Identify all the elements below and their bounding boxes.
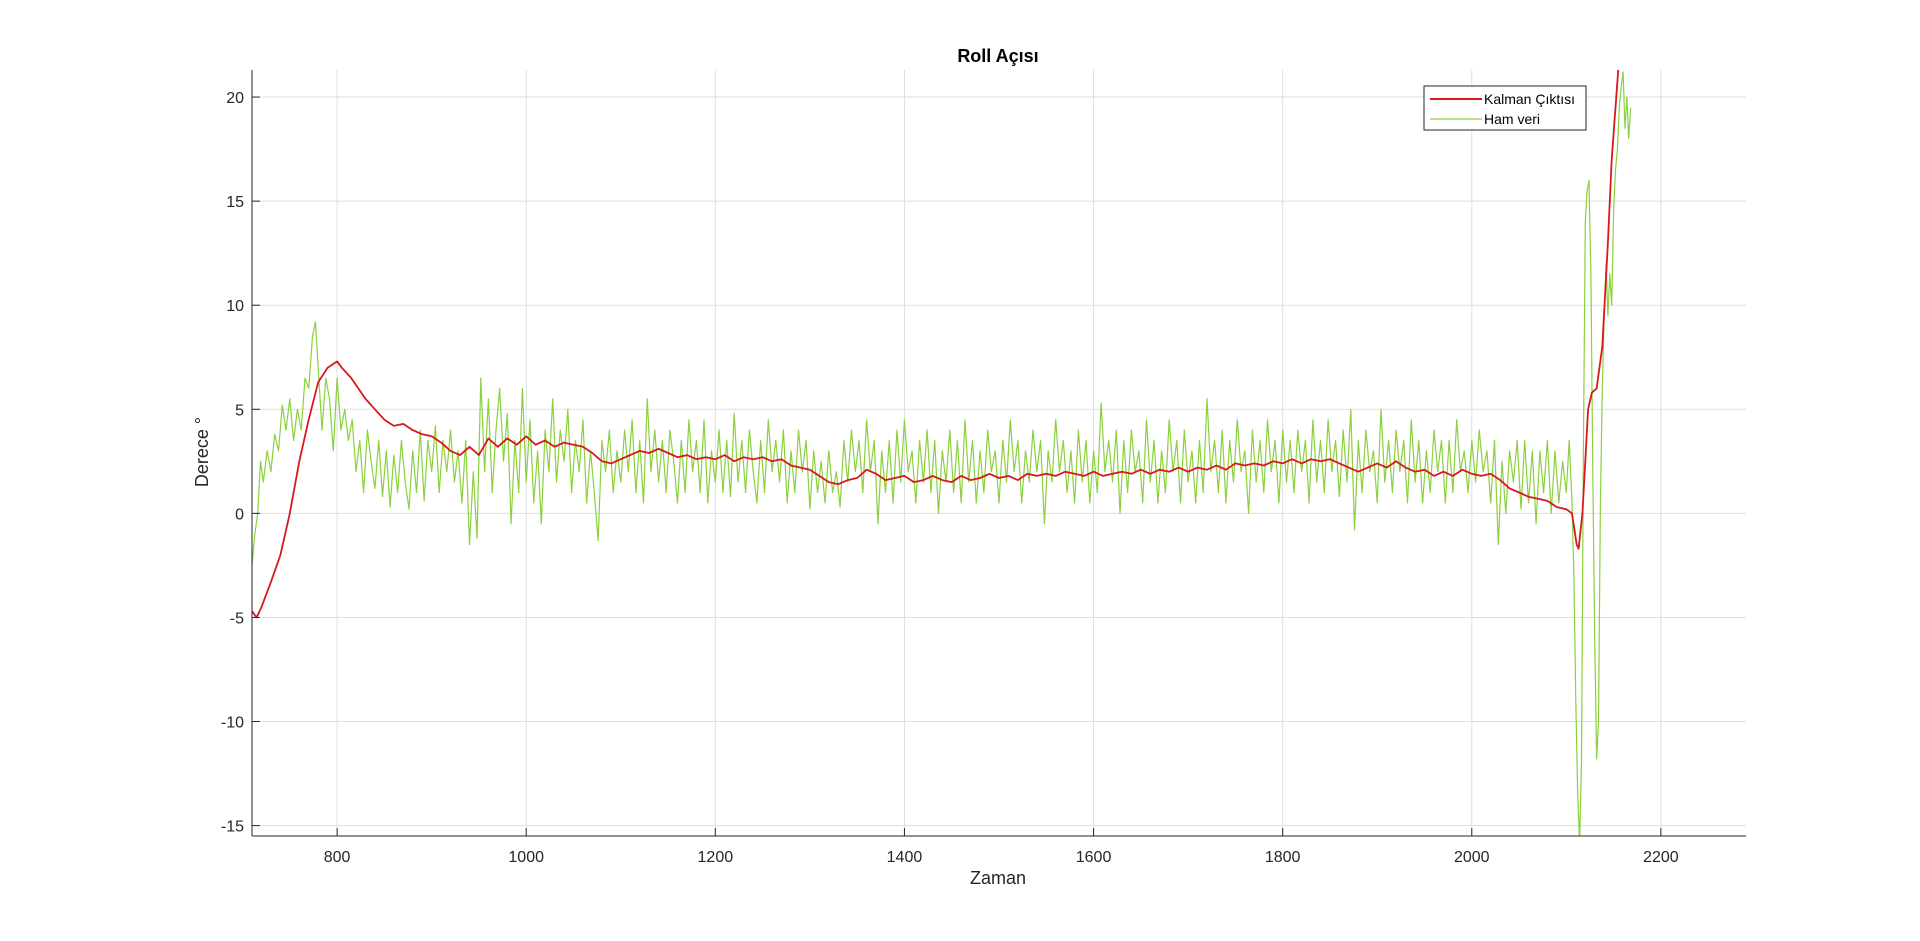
x-tick-label: 1800 [1265,849,1301,866]
series-line-ham-veri [252,71,1632,836]
series-line-kalman [252,70,1620,619]
y-tick-label: 5 [235,402,244,419]
y-tick-label: 20 [226,90,244,107]
x-tick-label: 2200 [1643,849,1679,866]
x-tick-label: 1600 [1076,849,1112,866]
legend-label: Kalman Çıktısı [1484,91,1575,107]
y-axis-title: Derece ° [192,417,212,487]
plot-area [252,70,1746,836]
y-tick-label: 15 [226,194,244,211]
x-tick-label: 1400 [887,849,923,866]
x-axis-title: Zaman [970,868,1026,888]
legend: Kalman Çıktısı Ham veri [1423,85,1587,131]
y-tick-label: -15 [221,819,244,836]
x-tick-label: 800 [324,849,351,866]
y-tick-label: 10 [226,298,244,315]
legend-box [1423,85,1587,131]
y-tick-label: -5 [230,610,244,627]
y-tick-label: 0 [235,506,244,523]
x-tick-label: 2000 [1454,849,1490,866]
legend-label: Ham veri [1484,111,1540,127]
x-tick-label: 1200 [698,849,734,866]
tick-layer: 800 1000 1200 1400 1600 1800 2000 2200 -15 -10 -5 0… [221,90,1679,866]
y-tick-label: -10 [221,715,244,732]
series-layer [252,70,1632,836]
chart-title: Roll Açısı [957,46,1038,66]
x-tick-label: 1000 [508,849,544,866]
axes-layer [251,70,1746,837]
